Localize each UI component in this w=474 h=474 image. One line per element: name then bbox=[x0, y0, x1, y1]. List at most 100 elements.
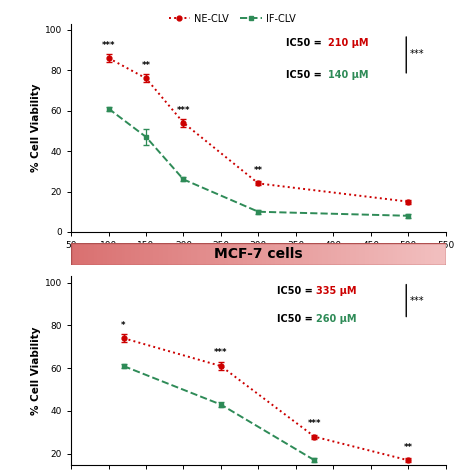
Bar bbox=[300, 243, 301, 265]
Bar bbox=[397, 243, 399, 265]
Bar bbox=[316, 243, 318, 265]
Bar bbox=[283, 243, 284, 265]
Bar bbox=[127, 243, 129, 265]
Bar bbox=[399, 243, 401, 265]
Bar bbox=[107, 243, 109, 265]
Text: IC50 =: IC50 = bbox=[286, 70, 322, 80]
Bar bbox=[165, 243, 166, 265]
Bar bbox=[236, 243, 238, 265]
Bar bbox=[120, 243, 122, 265]
Bar bbox=[288, 243, 290, 265]
Bar bbox=[444, 243, 446, 265]
Bar bbox=[88, 243, 90, 265]
Bar bbox=[356, 243, 357, 265]
Bar bbox=[273, 243, 275, 265]
Bar bbox=[371, 243, 373, 265]
Bar bbox=[382, 243, 384, 265]
Bar bbox=[135, 243, 137, 265]
Bar bbox=[388, 243, 389, 265]
Bar bbox=[279, 243, 281, 265]
Bar bbox=[414, 243, 416, 265]
Bar bbox=[191, 243, 193, 265]
Bar bbox=[326, 243, 328, 265]
Bar bbox=[416, 243, 418, 265]
Bar bbox=[195, 243, 197, 265]
Bar bbox=[369, 243, 371, 265]
Bar bbox=[268, 243, 270, 265]
Bar bbox=[73, 243, 75, 265]
Bar bbox=[206, 243, 208, 265]
Bar bbox=[301, 243, 303, 265]
Bar bbox=[105, 243, 107, 265]
Bar bbox=[199, 243, 201, 265]
Bar bbox=[97, 243, 99, 265]
Bar bbox=[168, 243, 170, 265]
Bar bbox=[298, 243, 300, 265]
Bar bbox=[376, 243, 378, 265]
Bar bbox=[286, 243, 288, 265]
Bar bbox=[307, 243, 309, 265]
Bar bbox=[84, 243, 86, 265]
Bar bbox=[155, 243, 157, 265]
Bar bbox=[432, 243, 434, 265]
Bar bbox=[112, 243, 114, 265]
Bar bbox=[204, 243, 206, 265]
Bar bbox=[124, 243, 126, 265]
Bar bbox=[251, 243, 253, 265]
Bar bbox=[440, 243, 442, 265]
Bar bbox=[148, 243, 150, 265]
Bar bbox=[221, 243, 223, 265]
Bar bbox=[176, 243, 178, 265]
Bar bbox=[208, 243, 210, 265]
Bar bbox=[436, 243, 438, 265]
Bar bbox=[284, 243, 286, 265]
Y-axis label: % Cell Viability: % Cell Viability bbox=[31, 326, 41, 415]
Text: ***: *** bbox=[102, 41, 115, 50]
Bar bbox=[131, 243, 133, 265]
Bar bbox=[418, 243, 419, 265]
Bar bbox=[99, 243, 101, 265]
Bar bbox=[185, 243, 187, 265]
Text: 335 μM: 335 μM bbox=[316, 285, 357, 295]
Bar bbox=[352, 243, 354, 265]
Bar bbox=[428, 243, 430, 265]
Bar bbox=[227, 243, 228, 265]
Bar bbox=[133, 243, 135, 265]
Bar bbox=[150, 243, 152, 265]
Bar bbox=[202, 243, 204, 265]
Bar bbox=[174, 243, 176, 265]
Text: ***: *** bbox=[177, 106, 190, 115]
Bar bbox=[425, 243, 427, 265]
Bar bbox=[86, 243, 88, 265]
Bar bbox=[234, 243, 236, 265]
Text: MCF-7 cells: MCF-7 cells bbox=[214, 247, 302, 261]
Bar bbox=[93, 243, 95, 265]
Bar bbox=[75, 243, 77, 265]
Bar bbox=[357, 243, 359, 265]
Bar bbox=[275, 243, 277, 265]
Bar bbox=[129, 243, 131, 265]
Bar bbox=[230, 243, 232, 265]
Bar bbox=[393, 243, 395, 265]
Bar bbox=[82, 243, 84, 265]
Text: IC50 =: IC50 = bbox=[277, 285, 313, 295]
Bar bbox=[313, 243, 315, 265]
Bar bbox=[245, 243, 247, 265]
Bar bbox=[109, 243, 110, 265]
Bar bbox=[309, 243, 311, 265]
Text: ***: *** bbox=[410, 49, 425, 59]
Bar bbox=[197, 243, 199, 265]
Bar bbox=[241, 243, 243, 265]
Bar bbox=[442, 243, 444, 265]
Bar bbox=[157, 243, 159, 265]
Bar bbox=[253, 243, 255, 265]
Bar bbox=[138, 243, 140, 265]
Bar bbox=[154, 243, 155, 265]
Bar bbox=[315, 243, 316, 265]
Bar bbox=[79, 243, 81, 265]
Bar bbox=[419, 243, 421, 265]
Bar bbox=[423, 243, 425, 265]
Bar bbox=[178, 243, 180, 265]
Bar bbox=[142, 243, 144, 265]
Bar bbox=[333, 243, 335, 265]
